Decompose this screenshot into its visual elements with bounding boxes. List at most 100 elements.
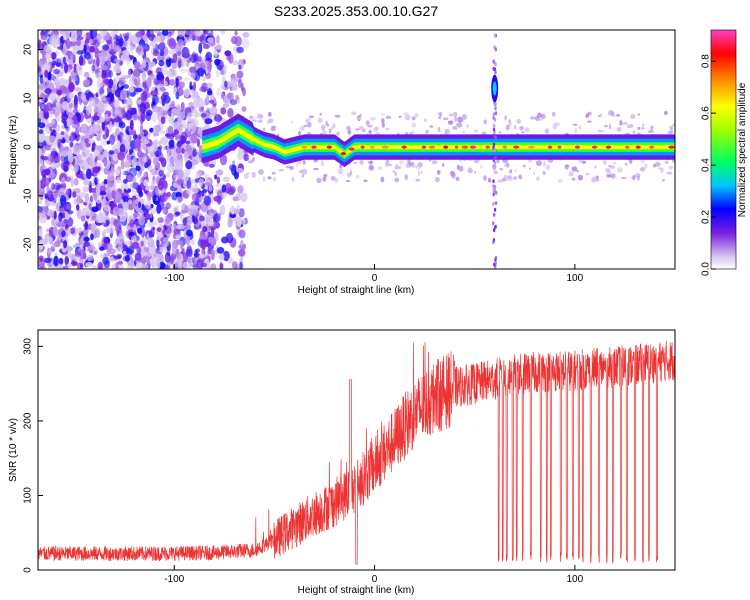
spectrogram-speckle xyxy=(238,244,246,250)
spectrogram-frame xyxy=(37,29,676,270)
spectrogram-speckle xyxy=(127,69,132,78)
spectrogram-speckle xyxy=(159,129,166,135)
spectrogram-speckle xyxy=(624,162,628,166)
spectrogram-speckle xyxy=(112,153,119,162)
spectrogram-speckle xyxy=(232,60,239,66)
spectrogram-artifact xyxy=(492,238,496,242)
spectrogram-speckle xyxy=(214,58,221,66)
spectrogram-speckle xyxy=(237,185,244,194)
spectrogram-speckle xyxy=(77,112,82,123)
spectrogram-speckle xyxy=(237,79,242,88)
spectrogram-speckle xyxy=(552,123,557,130)
spectrogram-speckle xyxy=(201,188,208,193)
spectrogram-speckle xyxy=(156,106,164,117)
spectrogram-speckle xyxy=(443,117,449,121)
spectrogram-speckle xyxy=(521,131,525,134)
spectrogram-speckle xyxy=(144,162,149,169)
spectrogram-speckle xyxy=(81,127,87,134)
spectrogram-speckle xyxy=(154,163,161,169)
spectrogram-speckle xyxy=(180,101,185,112)
spectrogram-speckle xyxy=(83,105,87,115)
spectrogram-speckle xyxy=(166,70,173,78)
spectrogram-speckle xyxy=(166,191,171,198)
spectrogram-speckle xyxy=(507,175,512,179)
spectrogram-speckle xyxy=(225,97,230,107)
spectrogram-speckle xyxy=(219,204,226,216)
spectrogram-speckle xyxy=(123,98,131,109)
spectrogram-speckle xyxy=(604,124,608,128)
spectrogram-speckle xyxy=(53,210,57,220)
spectrogram-speckle xyxy=(135,87,143,93)
spectrogram-speckle xyxy=(133,77,138,86)
spectrogram-speckle xyxy=(192,98,199,109)
spectrogram-speckle xyxy=(51,118,56,125)
spectrogram-speckle xyxy=(137,150,143,159)
spectrogram-speckle xyxy=(220,92,225,100)
spectrogram-speckle xyxy=(368,165,374,171)
spectrogram-speckle xyxy=(230,205,235,215)
x-tick-label: 100 xyxy=(566,273,583,284)
spectrogram-speckle xyxy=(241,37,250,49)
x-tick-label: -100 xyxy=(164,574,184,585)
spectrogram-speckle xyxy=(80,215,86,222)
spectrogram-speckle xyxy=(118,37,124,47)
spectrogram-speckle xyxy=(106,96,111,102)
spectrogram-speckle xyxy=(188,33,193,41)
spectrogram-speckle xyxy=(188,101,194,108)
spectrogram-speckle xyxy=(38,109,45,121)
spectrogram-speckle xyxy=(115,190,120,199)
spectrogram-speckle xyxy=(216,69,220,78)
spectrogram-speckle xyxy=(161,208,167,214)
spectrogram-speckle xyxy=(50,162,56,170)
spectrogram-speckle xyxy=(144,264,150,269)
spectrogram-speckle xyxy=(123,162,132,168)
spectrogram-speckle xyxy=(93,149,100,157)
spectrogram-speckle xyxy=(180,114,185,119)
spectrogram-speckle xyxy=(49,126,53,131)
spectrogram-speckle xyxy=(587,120,592,123)
spectrogram-speckle xyxy=(84,39,88,46)
spectrogram-speckle xyxy=(91,64,96,72)
spectrogram-speckle xyxy=(184,168,191,176)
spectrogram-speckle xyxy=(404,114,411,121)
spectrogram-speckle xyxy=(207,37,214,43)
spectrogram-hotspot xyxy=(443,145,449,149)
spectrogram-speckle xyxy=(238,229,246,239)
spectrogram-artifact xyxy=(493,60,496,64)
spectrogram-speckle xyxy=(398,115,402,118)
spectrogram-speckle xyxy=(644,163,648,168)
spectrogram-speckle xyxy=(69,40,78,47)
spectrogram-speckle xyxy=(137,184,142,192)
spectrogram-speckle xyxy=(170,112,174,123)
spectrogram-speckle xyxy=(165,172,170,178)
spectrogram-speckle xyxy=(159,42,166,48)
x-tick-label: 100 xyxy=(566,574,583,585)
spectrogram-speckle xyxy=(220,30,226,35)
spectrogram-speckle xyxy=(385,115,392,120)
spectrogram-speckle xyxy=(47,209,54,218)
spectrogram-speckle xyxy=(514,169,517,173)
spectrogram-speckle xyxy=(429,125,434,128)
spectrogram-speckle xyxy=(176,87,184,97)
spectrogram-speckle xyxy=(61,101,70,110)
spectrogram-speckle xyxy=(504,115,507,121)
spectrogram-speckle xyxy=(663,110,668,116)
spectrogram-speckle xyxy=(565,164,570,168)
spectrogram-speckle xyxy=(234,208,240,215)
spectrogram-artifact xyxy=(494,257,497,262)
spectrogram-speckle xyxy=(544,128,550,134)
spectrogram-speckle xyxy=(224,182,232,194)
spectrogram-speckle xyxy=(149,247,156,255)
snr-series-line xyxy=(38,340,675,565)
spectrogram-ridge xyxy=(202,127,675,157)
spectrogram-speckle xyxy=(334,114,341,118)
spectrogram-speckle xyxy=(135,165,141,172)
spectrogram-speckle xyxy=(480,164,483,169)
spectrogram-speckle xyxy=(175,160,184,171)
spectrogram-hotspot xyxy=(311,145,317,149)
spectrogram-speckle xyxy=(355,128,360,131)
spectrogram-speckle xyxy=(206,82,213,89)
spectrogram-speckle xyxy=(474,129,479,133)
spectrogram-speckle xyxy=(296,162,299,168)
spectrogram-speckle xyxy=(127,262,133,269)
